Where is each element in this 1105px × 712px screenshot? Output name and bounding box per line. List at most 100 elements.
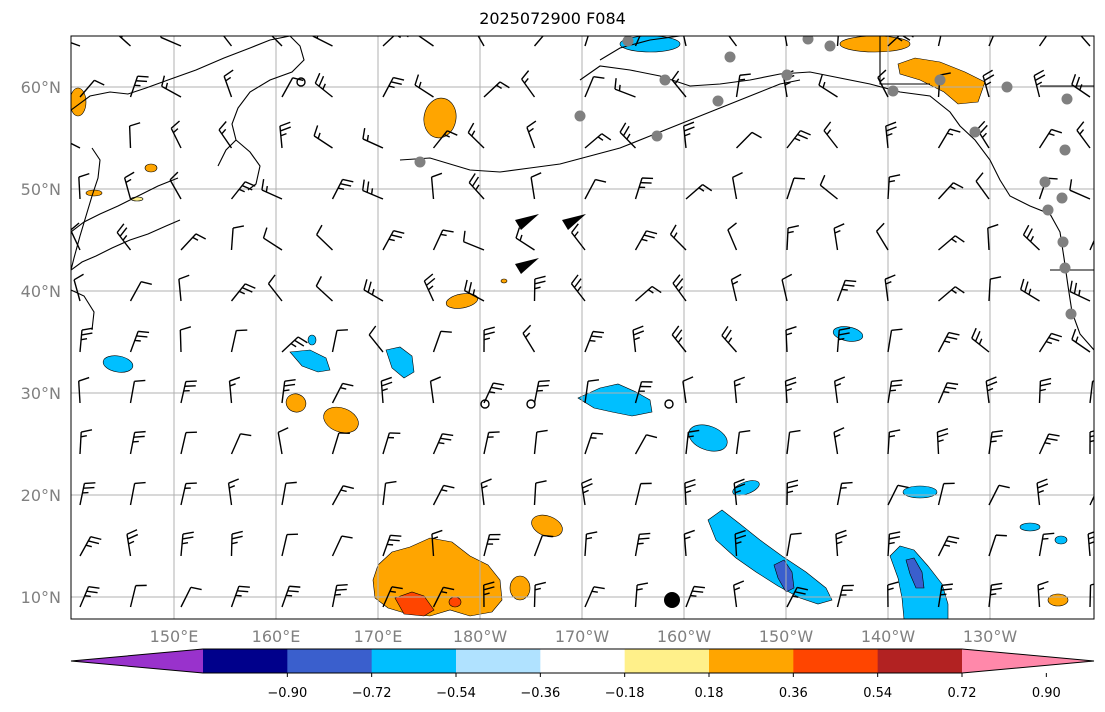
wind-barb (1089, 494, 1094, 506)
wind-barb (462, 230, 485, 251)
wind-barb (887, 531, 901, 557)
wind-barb (632, 325, 645, 353)
coastline (217, 139, 237, 167)
wind-barb (733, 376, 745, 404)
latitude-label: 30°N (21, 384, 61, 403)
wind-barb (937, 36, 942, 47)
coastline (71, 147, 101, 271)
wind-barb (129, 481, 146, 506)
wind-barb (262, 227, 283, 251)
map-title: 2025072900 F084 (479, 9, 626, 28)
wind-barb-layer (71, 36, 1094, 608)
anomaly-contour-area (372, 537, 503, 617)
wind-barb (331, 485, 355, 506)
wind-barb (584, 133, 612, 149)
wind-barb (279, 121, 291, 149)
wind-barb (682, 376, 694, 404)
wind-barb-pennant (562, 214, 586, 230)
wind-barb (818, 74, 838, 98)
wind-barb (819, 174, 838, 200)
wind-barb (634, 36, 647, 47)
wind-barb (277, 427, 289, 455)
wind-barb (230, 530, 243, 557)
wind-barb (634, 582, 649, 608)
wind-barb (271, 36, 283, 47)
latitude-label: 50°N (21, 180, 61, 199)
wind-barb (71, 222, 81, 251)
wind-barb (937, 535, 960, 557)
wind-barb (988, 484, 1010, 506)
wind-barb (480, 478, 492, 506)
wind-barb (936, 427, 949, 455)
colorbar-label: −0.18 (605, 686, 645, 701)
wind-barb (570, 274, 586, 302)
wind-barb (836, 36, 839, 47)
wind-barb (432, 130, 458, 149)
wind-barb (1038, 332, 1063, 353)
wind-barb (267, 274, 283, 302)
wind-barb (987, 223, 999, 251)
wind-barb (477, 36, 485, 47)
station-marker (574, 110, 586, 122)
wind-barb (180, 233, 207, 251)
wind-barb (71, 41, 81, 47)
latitude-label: 40°N (21, 282, 61, 301)
wind-barb (129, 281, 152, 302)
wind-barb (786, 429, 801, 455)
coastline (399, 79, 801, 173)
wind-barb (382, 230, 405, 251)
wind-barb (483, 81, 510, 98)
wind-barb (533, 379, 550, 404)
wind-barb (363, 279, 384, 302)
wind-barb (734, 529, 747, 557)
colorbar-label: −0.36 (520, 686, 560, 701)
wind-barb (937, 482, 955, 506)
wind-barb (382, 480, 397, 506)
colorbar-label: −0.72 (352, 686, 392, 701)
wind-barb (887, 328, 903, 353)
colorbar-bin (540, 649, 626, 673)
colorbar-bin (203, 649, 288, 673)
anomaly-contour-area (832, 326, 864, 342)
wind-barb (78, 376, 90, 404)
anomaly-contour-area (423, 97, 457, 139)
wind-barb (1071, 74, 1091, 98)
wind-barb (671, 70, 687, 98)
colorbar-label: 0.18 (695, 686, 724, 701)
wind-barb (331, 382, 354, 404)
wind-barb (614, 78, 636, 98)
wind-barb (1089, 380, 1094, 404)
wind-barb (634, 177, 654, 200)
wind-barb (833, 427, 845, 455)
wind-barb (79, 482, 96, 506)
wind-barb (432, 330, 452, 353)
wind-barb (635, 285, 662, 302)
wind-barb (887, 429, 901, 455)
wind-barb (533, 480, 547, 506)
wind-barb (522, 324, 536, 353)
station-marker (622, 36, 634, 47)
wind-barb (584, 531, 598, 557)
wind-barb (1038, 128, 1063, 149)
wind-barb (887, 484, 909, 506)
station-marker (1057, 236, 1069, 248)
wind-barb (1080, 36, 1091, 47)
station-marker (414, 156, 426, 168)
wind-barb (160, 36, 182, 47)
wind-barb (1038, 532, 1055, 557)
longitude-label: 150°E (150, 627, 199, 646)
colorbar-outline (70, 648, 1095, 674)
wind-barb (836, 481, 853, 506)
station-marker (887, 85, 899, 97)
wind-barb (833, 223, 845, 251)
anomaly-contour-area (394, 591, 435, 617)
wind-barb (634, 434, 658, 455)
wind-barb (1071, 328, 1091, 353)
anomaly-contour-area (839, 36, 911, 53)
wind-barb (79, 79, 105, 98)
wind-barb (988, 430, 1004, 455)
wind-barb (885, 121, 897, 149)
wind-barb (836, 584, 854, 608)
station-marker (1059, 262, 1071, 274)
wind-barb (281, 336, 308, 353)
